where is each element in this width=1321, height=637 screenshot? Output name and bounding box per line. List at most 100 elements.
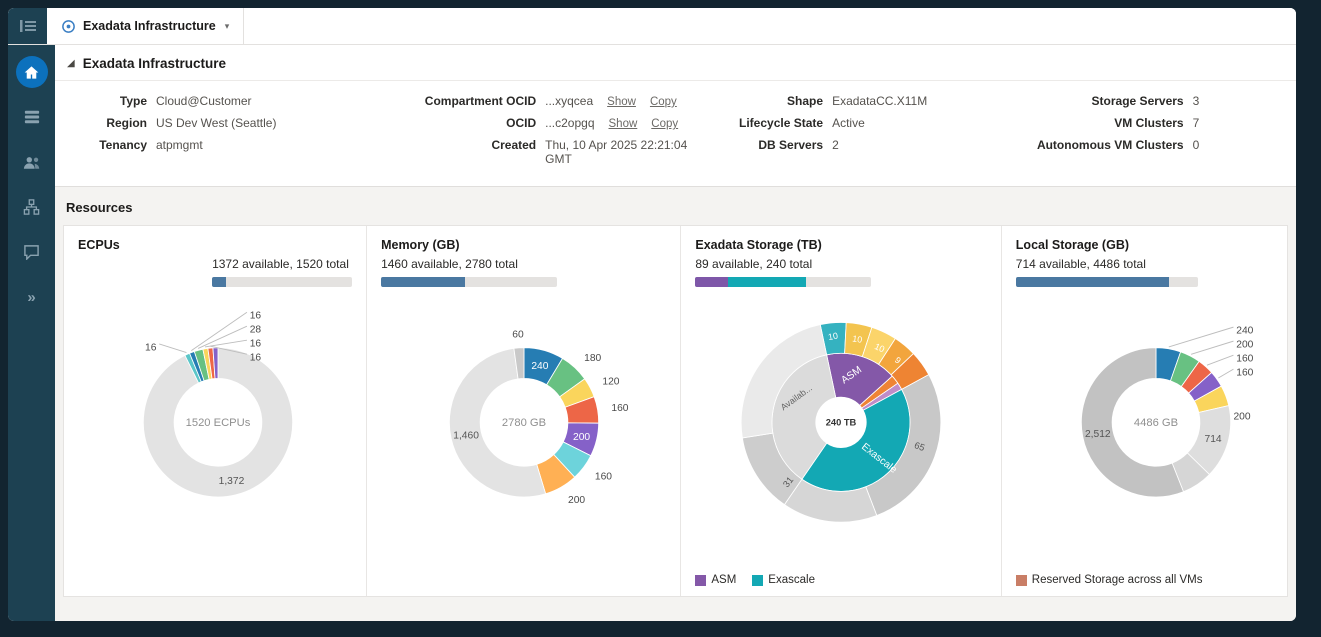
field-label: VM Clusters: [1114, 116, 1184, 130]
infrastructure-details-card: ◢ Exadata Infrastructure Type Cloud@Custo…: [55, 45, 1296, 187]
capacity-bar-fill: [381, 277, 465, 287]
chart-label: 160: [595, 471, 612, 482]
resources-heading: Resources: [66, 200, 133, 215]
field-label: DB Servers: [758, 138, 824, 152]
chart-title: ECPUs: [78, 238, 120, 252]
chart-panel-local-storage: Local Storage (GB) 714 available, 4486 t…: [1000, 226, 1287, 596]
chart-label: 160: [611, 403, 628, 414]
chart-segment[interactable]: [142, 347, 294, 498]
chart-title: Memory (GB): [381, 238, 460, 252]
field-value: Cloud@Customer: [156, 94, 252, 108]
sidebar-item-feedback[interactable]: [13, 234, 51, 270]
field-value: US Dev West (Seattle): [156, 116, 277, 130]
field-value: ...c2opgq: [545, 116, 595, 130]
chart-legend: Reserved Storage across all VMs: [1015, 574, 1203, 586]
chart-label: 9: [893, 355, 903, 366]
rows-icon: [24, 110, 39, 124]
detail-field: Lifecycle State Active: [705, 116, 998, 130]
collapse-section-icon[interactable]: ◢: [67, 57, 75, 69]
availability-text: 1372 available, 1520 total: [212, 257, 349, 271]
legend-item[interactable]: ASM: [695, 574, 736, 586]
chevron-down-icon: ▾: [224, 20, 230, 31]
capacity-bar-fill: [695, 277, 729, 287]
field-label: Storage Servers: [1091, 94, 1184, 108]
top-bar: Exadata Infrastructure ▾: [8, 8, 1296, 45]
chart-segment[interactable]: [740, 324, 828, 439]
local-storage-donut-chart: 240 200 160 160 200 714 2,512 4486 GB: [1080, 326, 1253, 498]
chart-center-label: 1520 ECPUs: [186, 417, 251, 429]
detail-field: Tenancy atpmgmt: [59, 138, 388, 152]
copy-link[interactable]: Copy: [649, 96, 677, 108]
target-icon: [62, 19, 75, 33]
capacity-stats: 714 available, 4486 total: [1015, 257, 1198, 287]
detail-field: Shape ExadataCC.X11M: [705, 94, 998, 108]
show-link[interactable]: Show: [608, 118, 638, 130]
chart-label: 200: [1233, 412, 1250, 423]
main-content: ◢ Exadata Infrastructure Type Cloud@Custo…: [55, 45, 1296, 621]
chart-label: 200: [568, 495, 585, 506]
details-column: Storage Servers 3 VM Clusters 7 Autonomous V…: [998, 86, 1278, 174]
capacity-bar-fill: [728, 277, 807, 287]
chart-label: 10: [873, 341, 886, 354]
legend-label: Exascale: [768, 574, 815, 586]
console-window: Exadata Infrastructure ▾: [8, 8, 1296, 621]
legend-label: ASM: [711, 574, 737, 586]
capacity-bar: [381, 277, 558, 287]
chart-label: 160: [1236, 354, 1253, 365]
availability-text: 89 available, 240 total: [695, 257, 813, 271]
detail-field: VM Clusters 7: [998, 116, 1278, 130]
hierarchy-icon: [23, 199, 40, 215]
chart-label: 10: [852, 333, 863, 344]
capacity-bar-fill: [1015, 277, 1169, 287]
copy-link[interactable]: Copy: [651, 118, 679, 130]
field-label: Type: [119, 94, 147, 108]
chart-label: 16: [250, 311, 262, 322]
availability-text: 714 available, 4486 total: [1015, 257, 1146, 271]
legend-swatch: [752, 574, 764, 586]
detail-field: OCID ...c2opgq Show Copy: [388, 116, 705, 130]
legend-item[interactable]: Reserved Storage across all VMs: [1015, 574, 1203, 586]
field-value: Active: [832, 116, 865, 130]
chart-segment[interactable]: [1080, 347, 1184, 498]
legend-label: Reserved Storage across all VMs: [1031, 574, 1203, 586]
chart-label: 240: [1236, 326, 1253, 337]
field-value: 2: [832, 138, 839, 152]
sidebar-item-topology[interactable]: [13, 189, 51, 225]
chart-label: 1,372: [219, 476, 245, 487]
top-bar-spacer: [244, 8, 1296, 44]
capacity-stats: 89 available, 240 total: [695, 257, 872, 287]
details-column: Shape ExadataCC.X11M Lifecycle State Active…: [705, 86, 998, 174]
legend-item[interactable]: Exascale: [752, 574, 815, 586]
context-switcher-dropdown[interactable]: Exadata Infrastructure ▾: [47, 8, 245, 44]
chart-label: 2,512: [1085, 429, 1111, 440]
chart-label: 240: [531, 361, 548, 372]
detail-field: Compartment OCID ...xyqcea Show Copy: [388, 94, 705, 108]
chart-label: 10: [827, 331, 839, 343]
sidebar-item-inventory[interactable]: [13, 99, 51, 135]
field-value: Thu, 10 Apr 2025 22:21:04 GMT: [545, 138, 688, 166]
field-label: OCID: [506, 116, 537, 130]
details-grid: Type Cloud@Customer Region US Dev West (Sea…: [55, 81, 1296, 186]
chart-label: 200: [573, 432, 590, 443]
field-value: 7: [1192, 116, 1200, 130]
chart-panel-ecpus: ECPUs 1372 available, 1520 total 1,372 16…: [64, 226, 366, 596]
show-link[interactable]: Show: [607, 96, 636, 108]
chart-segment[interactable]: [448, 347, 546, 498]
chart-panel-exadata-storage: Exadata Storage (TB) 89 available, 240 t…: [680, 226, 1000, 596]
chart-label: 714: [1204, 434, 1221, 445]
chart-segment[interactable]: [212, 347, 219, 380]
comment-icon: [24, 245, 39, 260]
users-icon: [23, 156, 39, 169]
sidebar-item-users[interactable]: [13, 144, 51, 180]
chart-label: 60: [512, 330, 524, 341]
sidebar-item-home[interactable]: [13, 54, 51, 90]
chart-segment[interactable]: [513, 347, 525, 380]
chart-label: 120: [602, 377, 619, 388]
navigation-menu-button[interactable]: [8, 8, 47, 44]
detail-field: DB Servers 2: [705, 138, 998, 152]
sidebar-expand-button[interactable]: »: [13, 279, 51, 315]
field-value: ExadataCC.X11M: [832, 94, 928, 108]
double-chevron-right-icon: »: [27, 288, 36, 306]
field-label: Created: [491, 138, 537, 152]
